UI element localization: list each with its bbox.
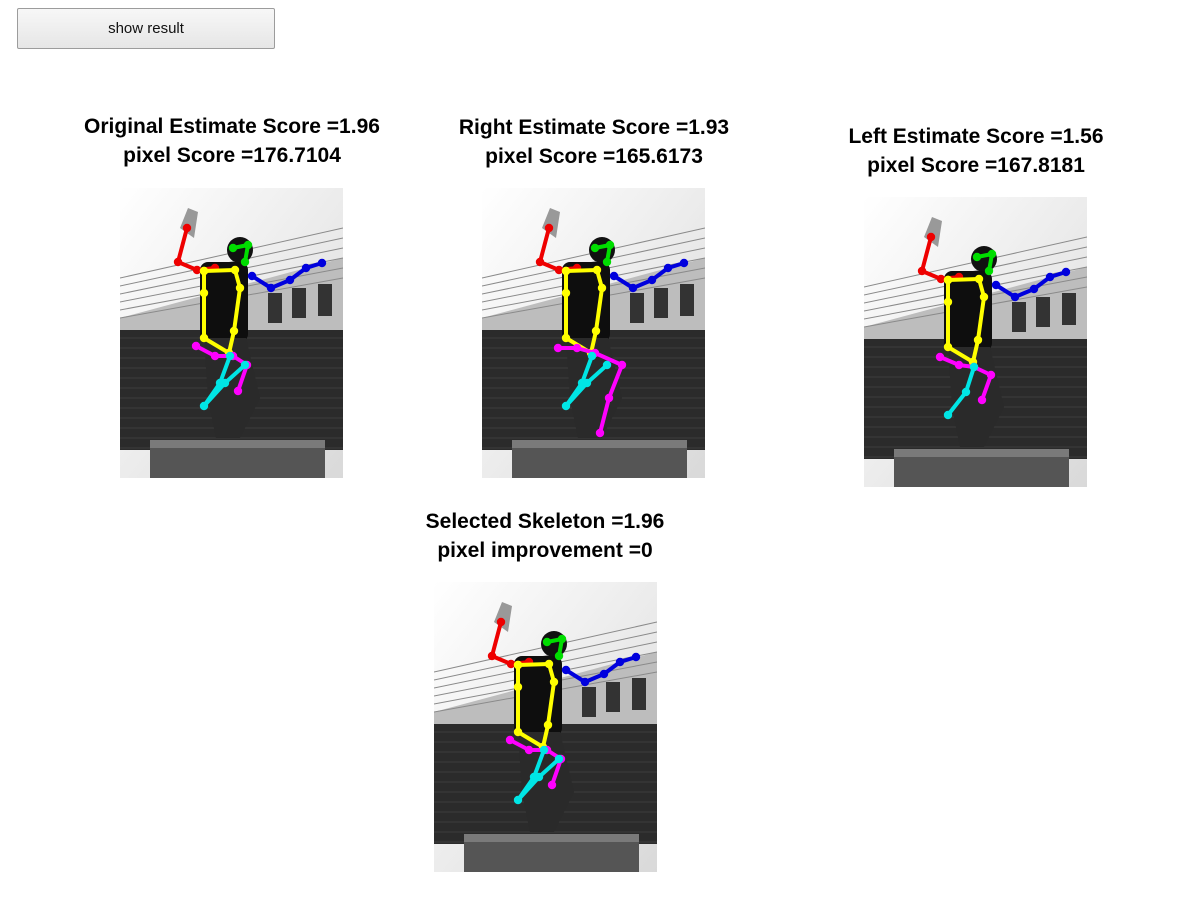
- right-pixel-score-label: pixel Score =165.6173: [485, 145, 703, 168]
- selected-pixel-improvement-label: pixel improvement =0: [437, 539, 653, 562]
- original-estimate-image: [120, 188, 343, 478]
- original-pixel-score-label: pixel Score =176.7104: [123, 144, 341, 167]
- original-score-label: Original Estimate Score =1.96: [84, 115, 380, 138]
- left-estimate-image: [864, 197, 1087, 487]
- left-pixel-score-label: pixel Score =167.8181: [867, 154, 1085, 177]
- selected-skeleton-title: Selected Skeleton =1.96 pixel improvemen…: [375, 507, 715, 565]
- selected-skeleton-image: [434, 582, 657, 872]
- show-result-button[interactable]: show result: [17, 8, 275, 49]
- right-estimate-image: [482, 188, 705, 478]
- right-estimate-title: Right Estimate Score =1.93 pixel Score =…: [424, 113, 764, 171]
- original-estimate-title: Original Estimate Score =1.96 pixel Scor…: [60, 112, 404, 170]
- selected-score-label: Selected Skeleton =1.96: [425, 510, 665, 533]
- left-estimate-title: Left Estimate Score =1.56 pixel Score =1…: [806, 122, 1146, 180]
- left-score-label: Left Estimate Score =1.56: [848, 125, 1104, 148]
- right-score-label: Right Estimate Score =1.93: [458, 116, 730, 139]
